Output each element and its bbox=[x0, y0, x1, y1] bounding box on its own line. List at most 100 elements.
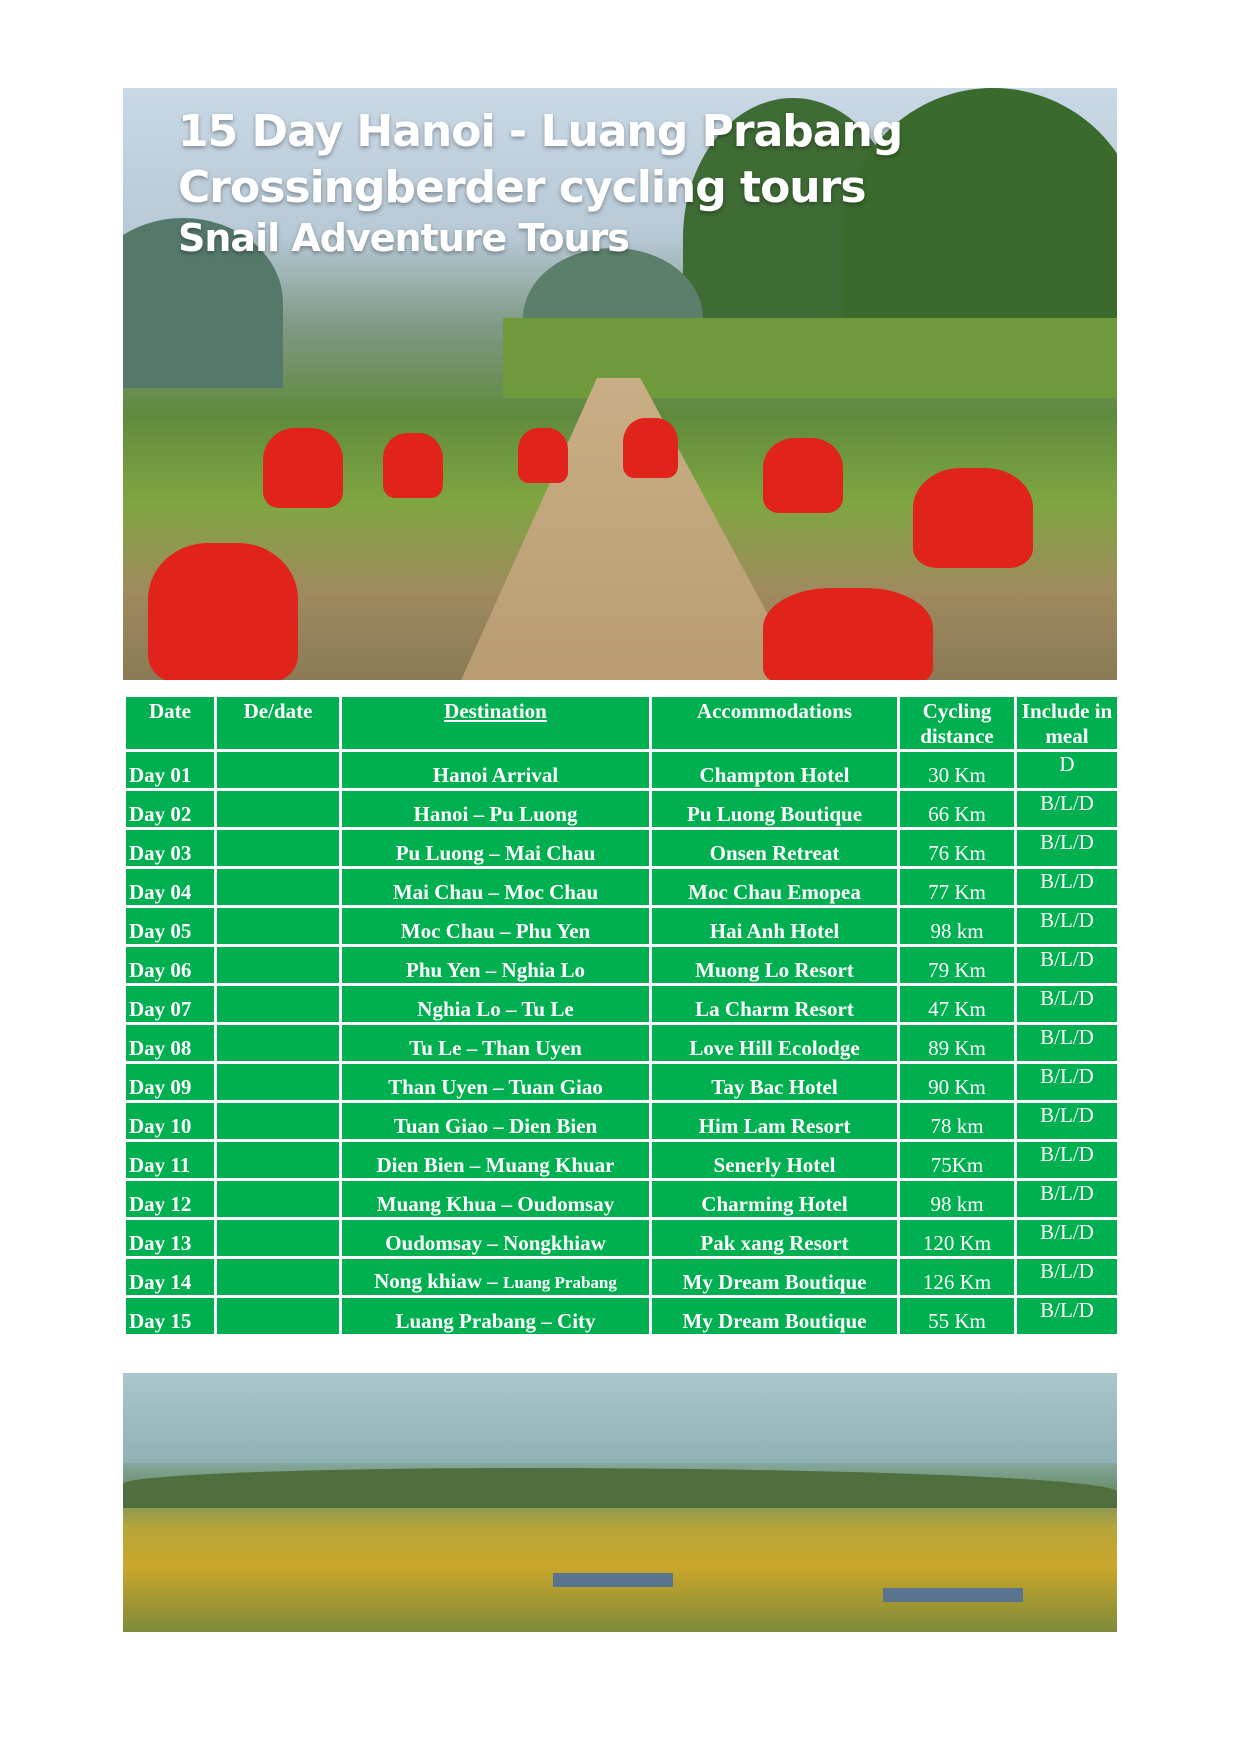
row-accommodation: Hai Anh Hotel bbox=[649, 905, 900, 947]
row-date: Day 10 bbox=[123, 1100, 217, 1142]
row-destination: Mai Chau – Moc Chau bbox=[339, 866, 652, 908]
table-row: Day 14 Nong khiaw – Luang Prabang My Dream… bbox=[123, 1256, 1120, 1298]
row-meal: B/L/D bbox=[1014, 905, 1120, 947]
table-row: Day 15 Luang Prabang – City My Dream Bouti… bbox=[123, 1295, 1120, 1337]
table-row: Day 13 Oudomsay – Nongkhiaw Pak xang Resor… bbox=[123, 1217, 1120, 1259]
row-accommodation: Love Hill Ecolodge bbox=[649, 1022, 900, 1064]
header-cycling-distance: Cycling distance bbox=[897, 694, 1017, 752]
row-date: Day 06 bbox=[123, 944, 217, 986]
row-date: Day 09 bbox=[123, 1061, 217, 1103]
row-meal: B/L/D bbox=[1014, 1139, 1120, 1181]
title-line-2: Crossingberder cycling tours bbox=[178, 162, 867, 213]
row-destination: Luang Prabang – City bbox=[339, 1295, 652, 1337]
row-destination: Hanoi – Pu Luong bbox=[339, 788, 652, 830]
table-row: Day 09 Than Uyen – Tuan Giao Tay Bac Hotel… bbox=[123, 1061, 1120, 1103]
row-dedate bbox=[214, 788, 342, 830]
row-distance: 126 Km bbox=[897, 1256, 1017, 1298]
cyclist bbox=[518, 428, 568, 483]
header-include-meal: Include in meal bbox=[1014, 694, 1120, 752]
mountain bbox=[123, 218, 283, 388]
row-dedate bbox=[214, 749, 342, 791]
row-meal: B/L/D bbox=[1014, 1100, 1120, 1142]
row-dedate bbox=[214, 1100, 342, 1142]
hero-photo-cyclists: 15 Day Hanoi - Luang Prabang Crossingber… bbox=[123, 88, 1117, 680]
row-distance: 98 km bbox=[897, 1178, 1017, 1220]
itinerary-table: Date De/date Destination Accommodations … bbox=[123, 694, 1120, 1337]
row-dedate bbox=[214, 905, 342, 947]
table-row: Day 11 Dien Bien – Muang Khuar Senerly Hot… bbox=[123, 1139, 1120, 1181]
row-dedate bbox=[214, 1022, 342, 1064]
header-dedate: De/date bbox=[214, 694, 342, 752]
row-dedate bbox=[214, 1178, 342, 1220]
row-accommodation: Charming Hotel bbox=[649, 1178, 900, 1220]
row-date: Day 12 bbox=[123, 1178, 217, 1220]
row-destination: Hanoi Arrival bbox=[339, 749, 652, 791]
header-destination: Destination bbox=[339, 694, 652, 752]
row-meal: B/L/D bbox=[1014, 827, 1120, 869]
row-meal: B/L/D bbox=[1014, 1178, 1120, 1220]
table-header-row: Date De/date Destination Accommodations … bbox=[123, 694, 1120, 752]
row-distance: 90 Km bbox=[897, 1061, 1017, 1103]
row-date: Day 14 bbox=[123, 1256, 217, 1298]
row-destination: Pu Luong – Mai Chau bbox=[339, 827, 652, 869]
row-distance: 55 Km bbox=[897, 1295, 1017, 1337]
row-dedate bbox=[214, 1256, 342, 1298]
row-meal: B/L/D bbox=[1014, 866, 1120, 908]
row-date: Day 02 bbox=[123, 788, 217, 830]
row-dedate bbox=[214, 866, 342, 908]
row-meal: B/L/D bbox=[1014, 1217, 1120, 1259]
row-date: Day 08 bbox=[123, 1022, 217, 1064]
header-date: Date bbox=[123, 694, 217, 752]
cyclist bbox=[913, 468, 1033, 568]
row-destination: Tuan Giao – Dien Bien bbox=[339, 1100, 652, 1142]
row-dedate bbox=[214, 827, 342, 869]
row-meal: B/L/D bbox=[1014, 1295, 1120, 1337]
row-accommodation: Him Lam Resort bbox=[649, 1100, 900, 1142]
row-meal: B/L/D bbox=[1014, 788, 1120, 830]
row-distance: 77 Km bbox=[897, 866, 1017, 908]
table-row: Day 03 Pu Luong – Mai Chau Onsen Retreat 76… bbox=[123, 827, 1120, 869]
row-dedate bbox=[214, 983, 342, 1025]
row-accommodation: La Charm Resort bbox=[649, 983, 900, 1025]
row-date: Day 15 bbox=[123, 1295, 217, 1337]
row-meal: B/L/D bbox=[1014, 1256, 1120, 1298]
row-accommodation: Senerly Hotel bbox=[649, 1139, 900, 1181]
row-date: Day 07 bbox=[123, 983, 217, 1025]
row-destination: Moc Chau – Phu Yen bbox=[339, 905, 652, 947]
title-line-1: 15 Day Hanoi - Luang Prabang bbox=[178, 106, 903, 157]
misty-sky bbox=[123, 1373, 1117, 1463]
row-accommodation: Tay Bac Hotel bbox=[649, 1061, 900, 1103]
row-meal: B/L/D bbox=[1014, 983, 1120, 1025]
row-meal: D bbox=[1014, 749, 1120, 791]
row-date: Day 11 bbox=[123, 1139, 217, 1181]
row-meal: B/L/D bbox=[1014, 1022, 1120, 1064]
row-date: Day 04 bbox=[123, 866, 217, 908]
table-row: Day 10 Tuan Giao – Dien Bien Him Lam Resor… bbox=[123, 1100, 1120, 1142]
table-row: Day 05 Moc Chau – Phu Yen Hai Anh Hotel 98 … bbox=[123, 905, 1120, 947]
row-destination: Oudomsay – Nongkhiaw bbox=[339, 1217, 652, 1259]
row-destination: Muang Khua – Oudomsay bbox=[339, 1178, 652, 1220]
row-date: Day 01 bbox=[123, 749, 217, 791]
row-date: Day 05 bbox=[123, 905, 217, 947]
row-dedate bbox=[214, 1061, 342, 1103]
row-destination: Phu Yen – Nghia Lo bbox=[339, 944, 652, 986]
row-accommodation: My Dream Boutique bbox=[649, 1256, 900, 1298]
row-distance: 79 Km bbox=[897, 944, 1017, 986]
row-meal: B/L/D bbox=[1014, 1061, 1120, 1103]
row-accommodation: Pu Luong Boutique bbox=[649, 788, 900, 830]
row-dedate bbox=[214, 1295, 342, 1337]
cyclist bbox=[148, 543, 298, 680]
cyclist bbox=[763, 438, 843, 513]
rooftops bbox=[553, 1573, 673, 1587]
destination-suffix: Luang Prabang bbox=[503, 1273, 617, 1292]
row-destination: Nong khiaw – Luang Prabang bbox=[339, 1256, 652, 1298]
cyclist bbox=[623, 418, 678, 478]
row-distance: 66 Km bbox=[897, 788, 1017, 830]
row-distance: 78 km bbox=[897, 1100, 1017, 1142]
rooftops bbox=[883, 1588, 1023, 1602]
row-destination: Nghia Lo – Tu Le bbox=[339, 983, 652, 1025]
row-distance: 75Km bbox=[897, 1139, 1017, 1181]
table-row: Day 02 Hanoi – Pu Luong Pu Luong Boutique 6… bbox=[123, 788, 1120, 830]
table-row: Day 06 Phu Yen – Nghia Lo Muong Lo Resort 7… bbox=[123, 944, 1120, 986]
cyclist bbox=[763, 588, 933, 680]
